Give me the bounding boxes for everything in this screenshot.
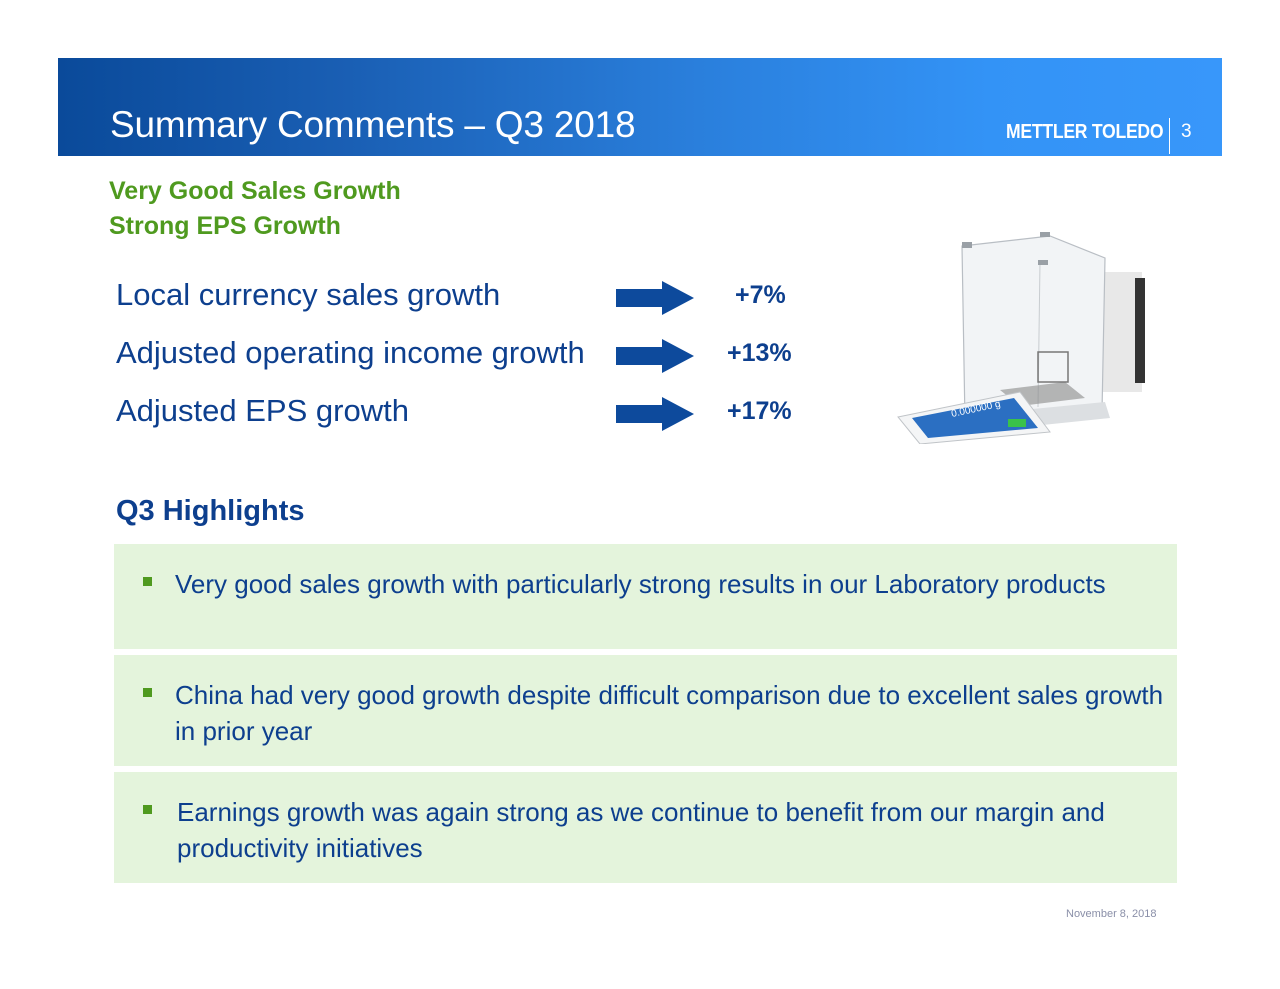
highlights-title: Q3 Highlights: [116, 495, 305, 527]
highlight-item: Earnings growth was again strong as we c…: [114, 772, 1177, 883]
highlight-text: Very good sales growth with particularly…: [175, 569, 1106, 599]
slide-header: Summary Comments – Q3 2018 METTLER TOLED…: [58, 58, 1222, 156]
logo-divider: [1169, 118, 1170, 154]
subheading-sales: Very Good Sales Growth: [109, 177, 401, 205]
analytical-balance-image: 0.000000 g: [897, 232, 1145, 444]
highlight-item: Very good sales growth with particularly…: [114, 544, 1177, 649]
highlight-text: China had very good growth despite diffi…: [175, 680, 1164, 746]
company-logo: METTLER TOLEDO: [1006, 121, 1164, 143]
page-number: 3: [1181, 121, 1192, 142]
bullet-icon: [143, 688, 152, 697]
metric-label: Adjusted operating income growth: [116, 335, 585, 370]
right-arrow-icon: [616, 339, 694, 373]
bullet-icon: [143, 805, 152, 814]
metric-value: +7%: [735, 281, 786, 309]
metric-label: Adjusted EPS growth: [116, 393, 409, 428]
highlight-text: Earnings growth was again strong as we c…: [177, 797, 1105, 863]
metric-value: +17%: [727, 397, 792, 425]
highlight-item: China had very good growth despite diffi…: [114, 655, 1177, 766]
right-arrow-icon: [616, 281, 694, 315]
footer-date: November 8, 2018: [1066, 908, 1157, 920]
subheading-eps: Strong EPS Growth: [109, 212, 341, 240]
metric-value: +13%: [727, 339, 792, 367]
bullet-icon: [143, 577, 152, 586]
metric-label: Local currency sales growth: [116, 277, 501, 312]
right-arrow-icon: [616, 397, 694, 431]
slide-title: Summary Comments – Q3 2018: [110, 104, 636, 145]
